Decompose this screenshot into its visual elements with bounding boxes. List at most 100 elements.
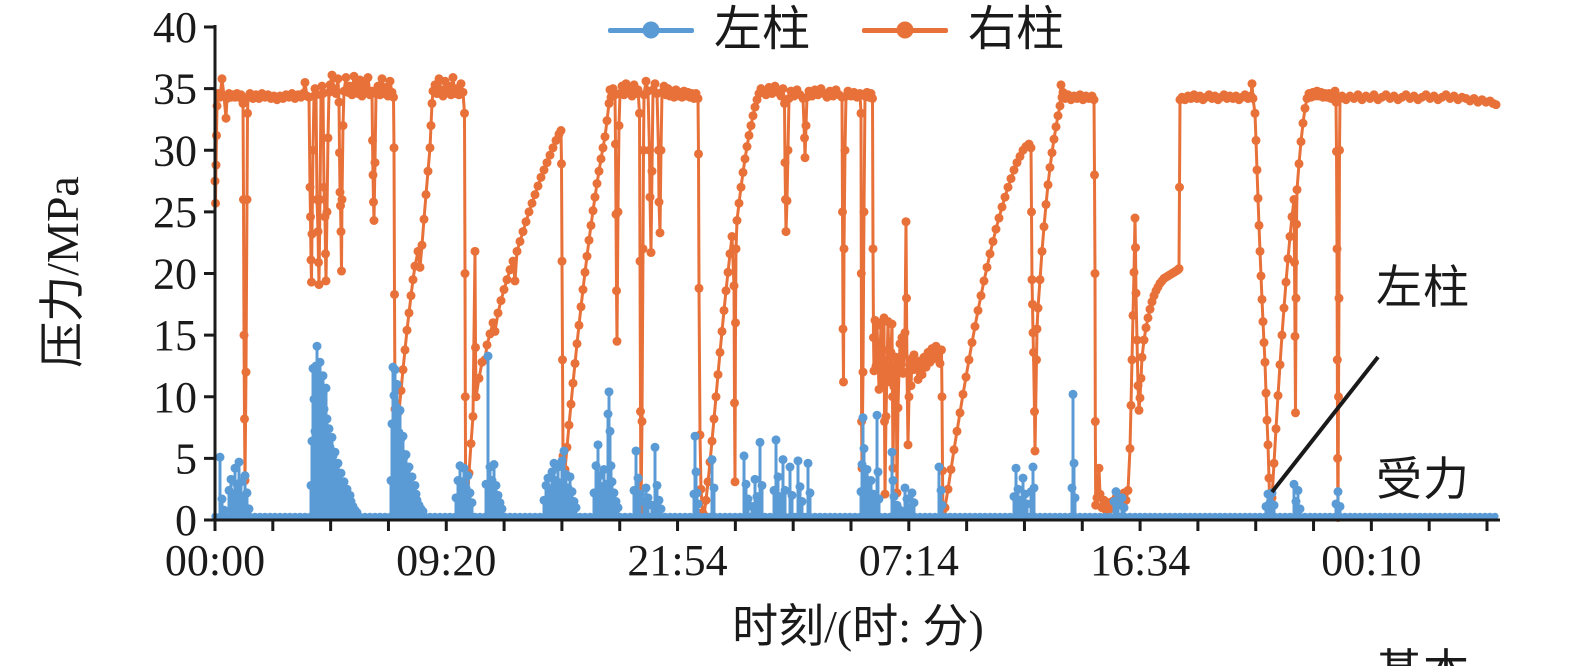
data-point-right-prop (800, 133, 809, 143)
data-point-right-prop (781, 227, 791, 237)
data-point-right-prop (647, 166, 657, 176)
data-point-right-prop (961, 372, 971, 382)
data-point-left-prop (322, 414, 332, 424)
data-point-right-prop (315, 195, 325, 205)
data-point-right-prop (568, 378, 578, 388)
data-point-left-prop (971, 512, 979, 520)
data-point-right-prop (801, 121, 811, 131)
data-point-right-prop (731, 244, 741, 254)
y-tick-label: 15 (153, 311, 197, 360)
data-point-right-prop (1263, 440, 1273, 450)
data-point-right-prop (655, 228, 665, 238)
data-point-left-prop (976, 512, 984, 520)
data-point-left-prop (1011, 463, 1021, 473)
data-point-right-prop (335, 187, 345, 197)
data-point-left-prop (1269, 500, 1279, 510)
data-point-right-prop (239, 330, 249, 340)
data-point-right-prop (635, 108, 644, 118)
data-point-right-prop (715, 347, 725, 357)
data-point-right-prop (369, 216, 379, 226)
data-point-right-prop (398, 365, 408, 375)
data-point-left-prop (390, 365, 400, 375)
data-point-left-prop (1186, 512, 1194, 520)
data-point-right-prop (878, 345, 888, 355)
data-point-right-prop (1131, 243, 1140, 253)
data-point-right-prop (512, 246, 522, 256)
data-point-right-prop (746, 121, 756, 131)
data-point-right-prop (887, 319, 897, 329)
data-point-left-prop (606, 461, 616, 471)
data-point-right-prop (871, 361, 881, 371)
data-point-left-prop (321, 383, 331, 393)
data-point-right-prop (496, 296, 506, 306)
data-point-right-prop (654, 197, 664, 207)
data-point-right-prop (389, 143, 399, 153)
data-point-left-prop (936, 485, 946, 495)
data-point-left-prop (902, 494, 912, 504)
data-point-left-prop (234, 457, 244, 467)
data-point-right-prop (1262, 415, 1272, 425)
data-point-left-prop (1386, 512, 1394, 520)
data-point-right-prop (839, 377, 848, 387)
data-point-right-prop (783, 145, 793, 155)
data-point-right-prop (314, 257, 323, 267)
data-point-left-prop (621, 512, 629, 520)
data-point-left-prop (1036, 512, 1044, 520)
data-point-right-prop (1133, 381, 1143, 391)
data-point-left-prop (1091, 512, 1099, 520)
data-point-left-prop (1351, 512, 1359, 520)
data-point-left-prop (1201, 512, 1209, 520)
data-point-right-prop (564, 420, 574, 430)
data-point-left-prop (1436, 512, 1444, 520)
data-point-right-prop (460, 108, 469, 118)
data-point-right-prop (1330, 86, 1340, 96)
data-point-left-prop (431, 512, 439, 520)
data-point-right-prop (638, 244, 648, 254)
data-point-left-prop (1391, 512, 1399, 520)
data-point-right-prop (533, 181, 543, 191)
data-point-left-prop (361, 512, 369, 520)
x-tick-label: 16:34 (1090, 536, 1190, 585)
data-point-right-prop (385, 76, 395, 86)
data-point-left-prop (1341, 512, 1349, 520)
data-point-right-prop (557, 256, 567, 266)
data-point-left-prop (1396, 512, 1404, 520)
data-point-left-prop (366, 512, 374, 520)
data-point-right-prop (906, 381, 916, 391)
data-point-right-prop (241, 367, 251, 377)
data-point-left-prop (750, 474, 760, 484)
data-point-right-prop (703, 477, 713, 487)
data-point-left-prop (576, 512, 584, 520)
data-point-right-prop (306, 255, 316, 265)
y-tick-label: 40 (153, 3, 197, 52)
data-point-left-prop (404, 462, 414, 472)
data-point-right-prop (370, 158, 380, 168)
data-point-left-prop (1018, 473, 1028, 483)
data-point-right-prop (1289, 195, 1299, 205)
data-point-left-prop (1051, 512, 1059, 520)
data-point-right-prop (363, 73, 373, 83)
data-point-right-prop (693, 93, 703, 103)
data-point-left-prop (226, 474, 236, 484)
data-point-right-prop (1279, 303, 1289, 313)
data-point-right-prop (1029, 347, 1038, 357)
data-point-left-prop (1491, 512, 1499, 520)
data-point-left-prop (907, 488, 917, 498)
data-point-left-prop (650, 442, 660, 452)
data-point-right-prop (884, 355, 894, 365)
data-point-right-prop (732, 216, 742, 226)
data-point-right-prop (901, 217, 911, 227)
data-point-left-prop (271, 512, 279, 520)
data-point-left-prop (1361, 512, 1369, 520)
data-point-left-prop (690, 431, 700, 441)
data-point-right-prop (859, 207, 869, 217)
data-point-right-prop (1129, 267, 1139, 277)
data-point-left-prop (1486, 512, 1494, 520)
data-point-left-prop (921, 512, 929, 520)
data-point-right-prop (909, 350, 919, 360)
data-point-left-prop (526, 512, 534, 520)
data-point-right-prop (976, 291, 986, 301)
data-point-left-prop (1181, 512, 1189, 520)
data-point-left-prop (643, 493, 653, 503)
data-point-left-prop (441, 512, 449, 520)
